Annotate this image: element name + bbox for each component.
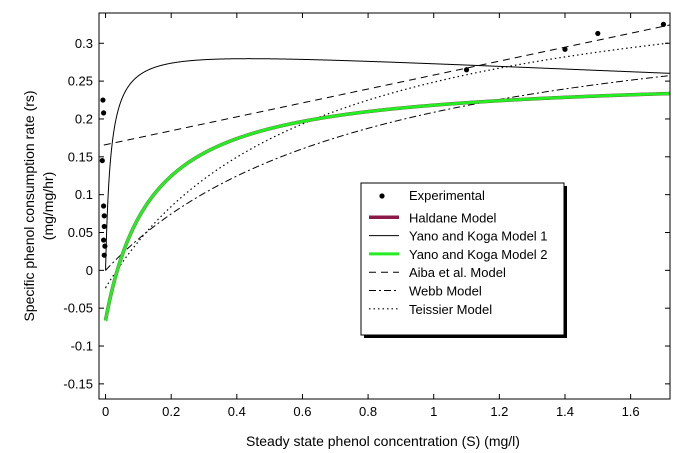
x-axis-ticks: 0 0.2 0.4 0.6 0.8 1 1.2 1.4 1.6	[102, 13, 640, 419]
data-point	[100, 203, 107, 209]
plot-frame	[98, 12, 671, 400]
x-tick-label: 1.6	[622, 404, 640, 419]
data-point	[101, 213, 107, 219]
legend-label: Yano and Koga Model 2	[409, 247, 548, 262]
y-axis-label: Specific phenol consumption rate (rs)	[21, 90, 37, 321]
x-tick-label: 0.8	[359, 404, 377, 419]
y-tick-label: -0.1	[71, 339, 93, 354]
legend-label: Experimental	[409, 188, 485, 203]
data-point	[101, 223, 107, 230]
x-tick-label: 0.4	[228, 404, 246, 419]
series-line-aiba-et-al-model	[103, 24, 671, 146]
data-point	[660, 21, 667, 27]
y-tick-label: -0.15	[63, 376, 93, 391]
x-tick-label: 1.4	[556, 404, 574, 419]
series-line-yano-and-koga-model-1	[105, 58, 671, 271]
data-point	[100, 237, 107, 243]
y-axis-label-line2: (mg/mg/hr)	[40, 172, 56, 240]
series-lines	[103, 24, 671, 322]
data-point	[562, 46, 568, 52]
series-line-teissier-model	[104, 42, 671, 289]
data-point	[100, 110, 107, 116]
data-point	[99, 157, 105, 164]
y-tick-label: -0.05	[63, 301, 93, 316]
data-point	[101, 252, 107, 258]
y-tick-label: 0.2	[75, 111, 93, 126]
series-line-yano-and-koga-model-2	[104, 92, 671, 322]
y-tick-label: 0.25	[68, 74, 93, 89]
legend-label: Aiba et al. Model	[409, 265, 506, 280]
data-point	[102, 243, 108, 249]
legend: Experimental Haldane Model Yano and Koga M…	[360, 182, 567, 338]
legend-marker-experimental	[379, 193, 385, 199]
x-tick-label: 0	[102, 404, 109, 419]
y-tick-label: 0.15	[68, 149, 93, 164]
y-axis-label-line1: Specific phenol consumption rate (rs)	[21, 90, 37, 321]
data-point	[595, 30, 601, 37]
y-tick-label: 0.05	[68, 225, 93, 240]
x-tick-label: 0.6	[293, 404, 311, 419]
y-axis-ticks: -0.15 -0.1 -0.05 0 0.05 0.1 0.15 0.2 0.25 0.3	[63, 36, 670, 391]
data-point	[100, 97, 106, 103]
x-tick-label: 1.2	[490, 404, 508, 419]
legend-label: Teissier Model	[409, 302, 492, 317]
experimental-points	[99, 21, 667, 258]
y-tick-label: 0	[86, 263, 93, 278]
y-tick-label: 0.3	[75, 36, 93, 51]
y-axis-label-unit: (mg/mg/hr)	[40, 172, 56, 240]
x-axis-label: Steady state phenol concentration (S) (m…	[246, 433, 520, 449]
legend-box	[360, 182, 565, 336]
y-tick-label: 0.1	[75, 187, 93, 202]
x-tick-label: 1	[430, 404, 437, 419]
legend-label: Haldane Model	[409, 210, 497, 225]
data-point	[463, 67, 470, 73]
x-tick-label: 0.2	[162, 404, 180, 419]
legend-label: Yano and Koga Model 1	[409, 229, 548, 244]
legend-label: Webb Model	[409, 284, 482, 299]
